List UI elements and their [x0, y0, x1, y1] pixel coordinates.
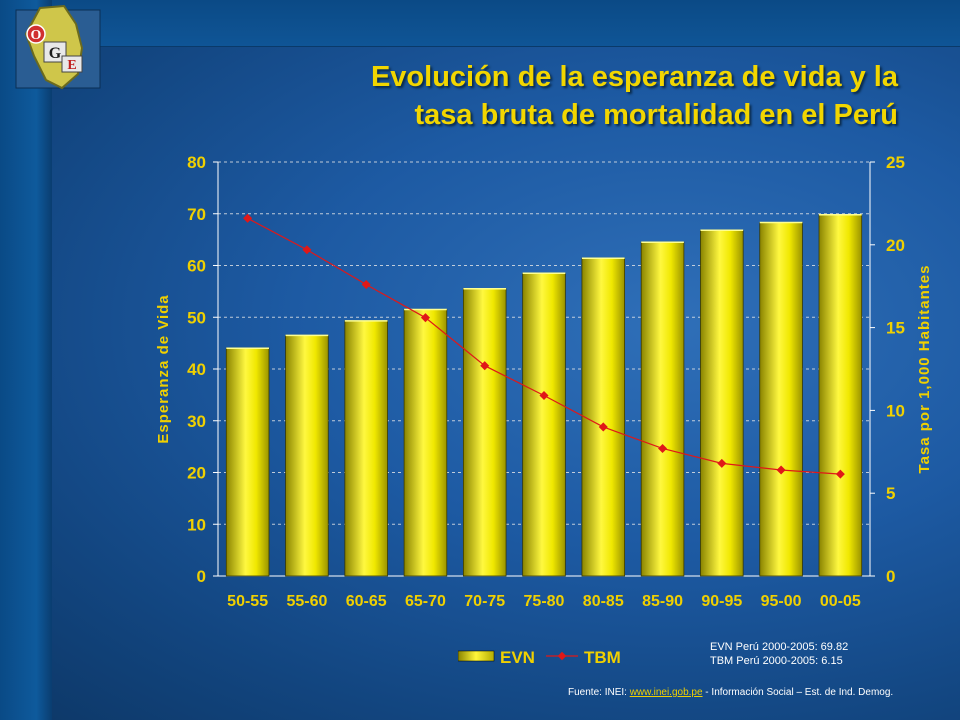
source-prefix: Fuente: INEI: — [568, 687, 630, 698]
y-left-tick-label: 20 — [187, 464, 206, 483]
x-tick-label: 55-60 — [286, 593, 327, 610]
x-tick-label: 00-05 — [820, 593, 861, 610]
y-right-tick-label: 5 — [886, 484, 895, 503]
x-tick-label: 80-85 — [583, 593, 624, 610]
bar-evn — [759, 222, 803, 577]
y-left-tick-label: 30 — [187, 412, 206, 431]
x-tick-label: 50-55 — [227, 593, 268, 610]
point-tbm — [776, 465, 786, 475]
note-tbm: TBM Perú 2000-2005: 6.15 — [710, 655, 843, 667]
x-tick-label: 65-70 — [405, 593, 446, 610]
bar-evn — [344, 320, 388, 577]
y-axis-right-title: Tasa por 1,000 Habitantes — [916, 265, 933, 474]
point-tbm — [243, 213, 253, 223]
y-left-tick-label: 0 — [197, 567, 206, 586]
y-left-tick-label: 60 — [187, 257, 206, 276]
left-band — [0, 0, 52, 720]
x-tick-label: 95-00 — [761, 593, 802, 610]
y-right-tick-label: 0 — [886, 567, 895, 586]
chart-legend: EVN TBM — [458, 648, 621, 667]
y-axis-left-title: Esperanza de Vida — [155, 294, 172, 443]
legend-tbm-label: TBM — [584, 648, 621, 667]
bar-evn — [700, 229, 744, 577]
x-tick-label: 75-80 — [524, 593, 565, 610]
source-suffix: - Información Social – Est. de Ind. Demo… — [702, 687, 894, 698]
y-right-tick-label: 15 — [886, 319, 905, 338]
y-right-tick-label: 20 — [886, 236, 905, 255]
title-line-2: tasa bruta de mortalidad en el Perú — [414, 99, 898, 131]
point-tbm — [598, 422, 608, 432]
source-note: Fuente: INEI: www.inei.gob.pe - Informac… — [568, 687, 893, 698]
oge-logo: O G E — [15, 4, 101, 90]
y-left-tick-label: 80 — [187, 153, 206, 172]
notes-box: EVN Perú 2000-2005: 69.82 TBM Perú 2000-… — [710, 640, 848, 668]
legend-tbm-marker — [557, 651, 567, 661]
title-line-1: Evolución de la esperanza de vida y la — [370, 61, 898, 93]
bar-evn — [225, 347, 270, 577]
legend-evn-label: EVN — [500, 648, 535, 667]
y-right-tick-label: 10 — [886, 401, 905, 420]
point-tbm — [302, 245, 312, 255]
top-band — [0, 0, 960, 47]
logo-letter-g: G — [49, 45, 62, 62]
bar-evn — [522, 272, 566, 577]
bar-evn — [285, 334, 329, 577]
legend-evn-swatch — [458, 650, 495, 662]
x-tick-label: 70-75 — [464, 593, 505, 610]
bar-evn — [462, 288, 507, 577]
x-tick-label: 85-90 — [642, 593, 683, 610]
bar-evn — [818, 214, 863, 577]
logo-letter-e: E — [67, 58, 76, 73]
y-right-tick-label: 25 — [886, 153, 905, 172]
x-tick-label: 90-95 — [701, 593, 742, 610]
slide-title: Evolución de la esperanza de vida y la t… — [198, 58, 898, 134]
note-evn: EVN Perú 2000-2005: 69.82 — [710, 641, 849, 653]
y-left-tick-label: 70 — [187, 205, 206, 224]
x-tick-label: 60-65 — [346, 593, 387, 610]
source-link[interactable]: www.inei.gob.pe — [629, 687, 703, 698]
logo-letter-o: O — [31, 28, 42, 43]
point-tbm — [361, 280, 371, 290]
y-left-tick-label: 40 — [187, 360, 206, 379]
y-left-tick-label: 10 — [187, 515, 206, 534]
bar-evn — [640, 241, 685, 577]
bar-evn — [403, 309, 448, 577]
bar-evn — [581, 257, 626, 577]
y-left-tick-label: 50 — [187, 308, 206, 327]
